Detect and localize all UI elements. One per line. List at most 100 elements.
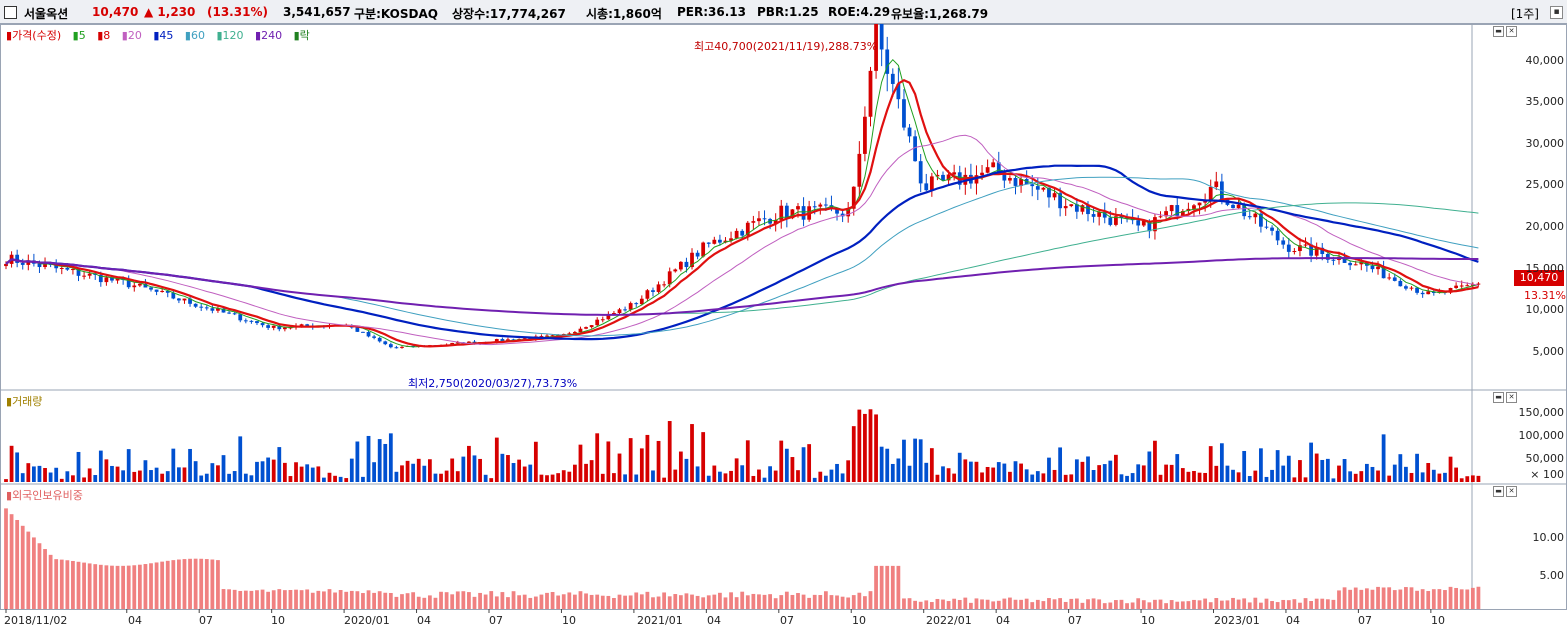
volume-bar <box>929 448 934 482</box>
select-checkbox[interactable] <box>4 6 17 19</box>
roe-value: ROE:4.29 <box>828 5 891 19</box>
settings-icon[interactable]: ▪ <box>1550 6 1563 19</box>
volume-bar <box>539 474 544 482</box>
volume-bar <box>740 465 745 482</box>
candle-body <box>801 206 806 220</box>
volume-bar <box>991 467 996 482</box>
foreign-bar <box>1231 597 1235 609</box>
foreign-bar <box>478 592 482 609</box>
candle-body <box>1047 187 1051 198</box>
volume-bar <box>1063 474 1068 482</box>
x-tick: 04 <box>707 614 721 627</box>
ma45-line <box>5 164 1479 341</box>
candle-body <box>1141 220 1146 226</box>
foreign-bar <box>427 595 432 609</box>
candle-body <box>612 313 616 315</box>
volume-bar <box>890 463 895 482</box>
candle-body <box>589 325 594 328</box>
foreign-bar <box>851 595 856 609</box>
foreign-bar <box>968 602 973 609</box>
volume-bar <box>528 464 533 482</box>
volume-legend: ▮거래량 <box>6 395 43 408</box>
foreign-bar <box>751 593 756 609</box>
foreign-bar <box>1420 589 1425 609</box>
panel-minimize-icon[interactable]: ▬ <box>1493 392 1504 403</box>
candle-body <box>1325 254 1330 260</box>
foreign-bar <box>623 595 627 609</box>
volume-bar <box>946 468 951 482</box>
foreign-bar <box>773 598 778 609</box>
volume-bar <box>600 473 605 482</box>
volume-bar <box>1231 469 1235 482</box>
candle-body <box>996 162 1001 173</box>
x-tick: 2021/01 <box>637 614 683 627</box>
foreign-bar <box>1431 589 1436 609</box>
volume-bar <box>54 467 59 482</box>
foreign-bar <box>444 592 449 609</box>
volume-bar <box>645 434 650 482</box>
x-tick: 10 <box>562 614 576 627</box>
volume-bar <box>1019 463 1023 482</box>
panel-close-icon[interactable]: ✕ <box>1506 392 1517 403</box>
foreign-bar <box>104 565 109 609</box>
candle-body <box>305 324 310 326</box>
candle-body <box>1298 245 1302 252</box>
candle-body <box>690 252 694 268</box>
volume-bar <box>76 451 81 482</box>
candle-body <box>796 206 800 210</box>
foreign-bar <box>506 597 510 609</box>
volume-bar <box>924 462 929 482</box>
foreign-bar <box>1337 590 1341 609</box>
foreign-bar <box>1097 599 1102 609</box>
foreign-bar <box>1030 602 1035 609</box>
x-tick: 07 <box>1358 614 1372 627</box>
foreign-bar <box>729 592 733 609</box>
volume-bar <box>450 458 455 482</box>
foreign-bar <box>673 594 678 609</box>
x-tick: 04 <box>417 614 431 627</box>
foreign-bar <box>935 598 940 609</box>
foreign-bar <box>1180 601 1185 609</box>
volume-bar <box>517 459 522 482</box>
trade-volume: 3,541,657 <box>283 5 351 19</box>
volume-bar <box>87 468 92 482</box>
volume-bar <box>1437 473 1442 482</box>
volume-bar <box>907 465 912 482</box>
x-tick: 07 <box>780 614 794 627</box>
volume-bar <box>71 475 75 482</box>
volume-bar <box>796 470 800 482</box>
foreign-bar <box>1404 587 1408 609</box>
candle-body <box>779 205 784 220</box>
candle-body <box>1236 204 1241 209</box>
foreign-bar <box>996 600 1001 609</box>
volume-bar <box>545 475 549 482</box>
period-selector[interactable]: [1주] <box>1510 7 1539 21</box>
candle-body <box>840 213 845 217</box>
candle-body <box>539 336 544 338</box>
foreign-bar <box>1359 589 1364 609</box>
volume-bar <box>288 476 293 482</box>
candle-body <box>896 83 901 100</box>
foreign-bar <box>1392 590 1397 609</box>
volume-bar <box>500 453 505 482</box>
foreign-bar <box>31 537 36 609</box>
candle-body <box>455 342 460 344</box>
panel-minimize-icon[interactable]: ▬ <box>1493 26 1504 37</box>
volume-bar <box>812 477 817 482</box>
legend-item-ma8: ▮8 <box>97 29 111 42</box>
volume-bar <box>65 471 70 482</box>
panel-minimize-icon[interactable]: ▬ <box>1493 486 1504 497</box>
candle-body <box>812 206 817 208</box>
chart-canvas[interactable] <box>0 24 1567 630</box>
candle-body <box>684 261 689 268</box>
candle-body <box>65 267 70 270</box>
volume-bar <box>595 433 600 482</box>
candle-body <box>1019 179 1023 186</box>
stock-info-bar: 서울옥션 10,470 ▲ 1,230 (13.31%) 3,541,657 구… <box>0 0 1567 24</box>
foreign-bar <box>344 591 349 609</box>
panel-close-icon[interactable]: ✕ <box>1506 26 1517 37</box>
candle-body <box>1404 286 1408 289</box>
panel-close-icon[interactable]: ✕ <box>1506 486 1517 497</box>
candle-body <box>857 153 862 187</box>
foreign-bar <box>333 592 337 609</box>
